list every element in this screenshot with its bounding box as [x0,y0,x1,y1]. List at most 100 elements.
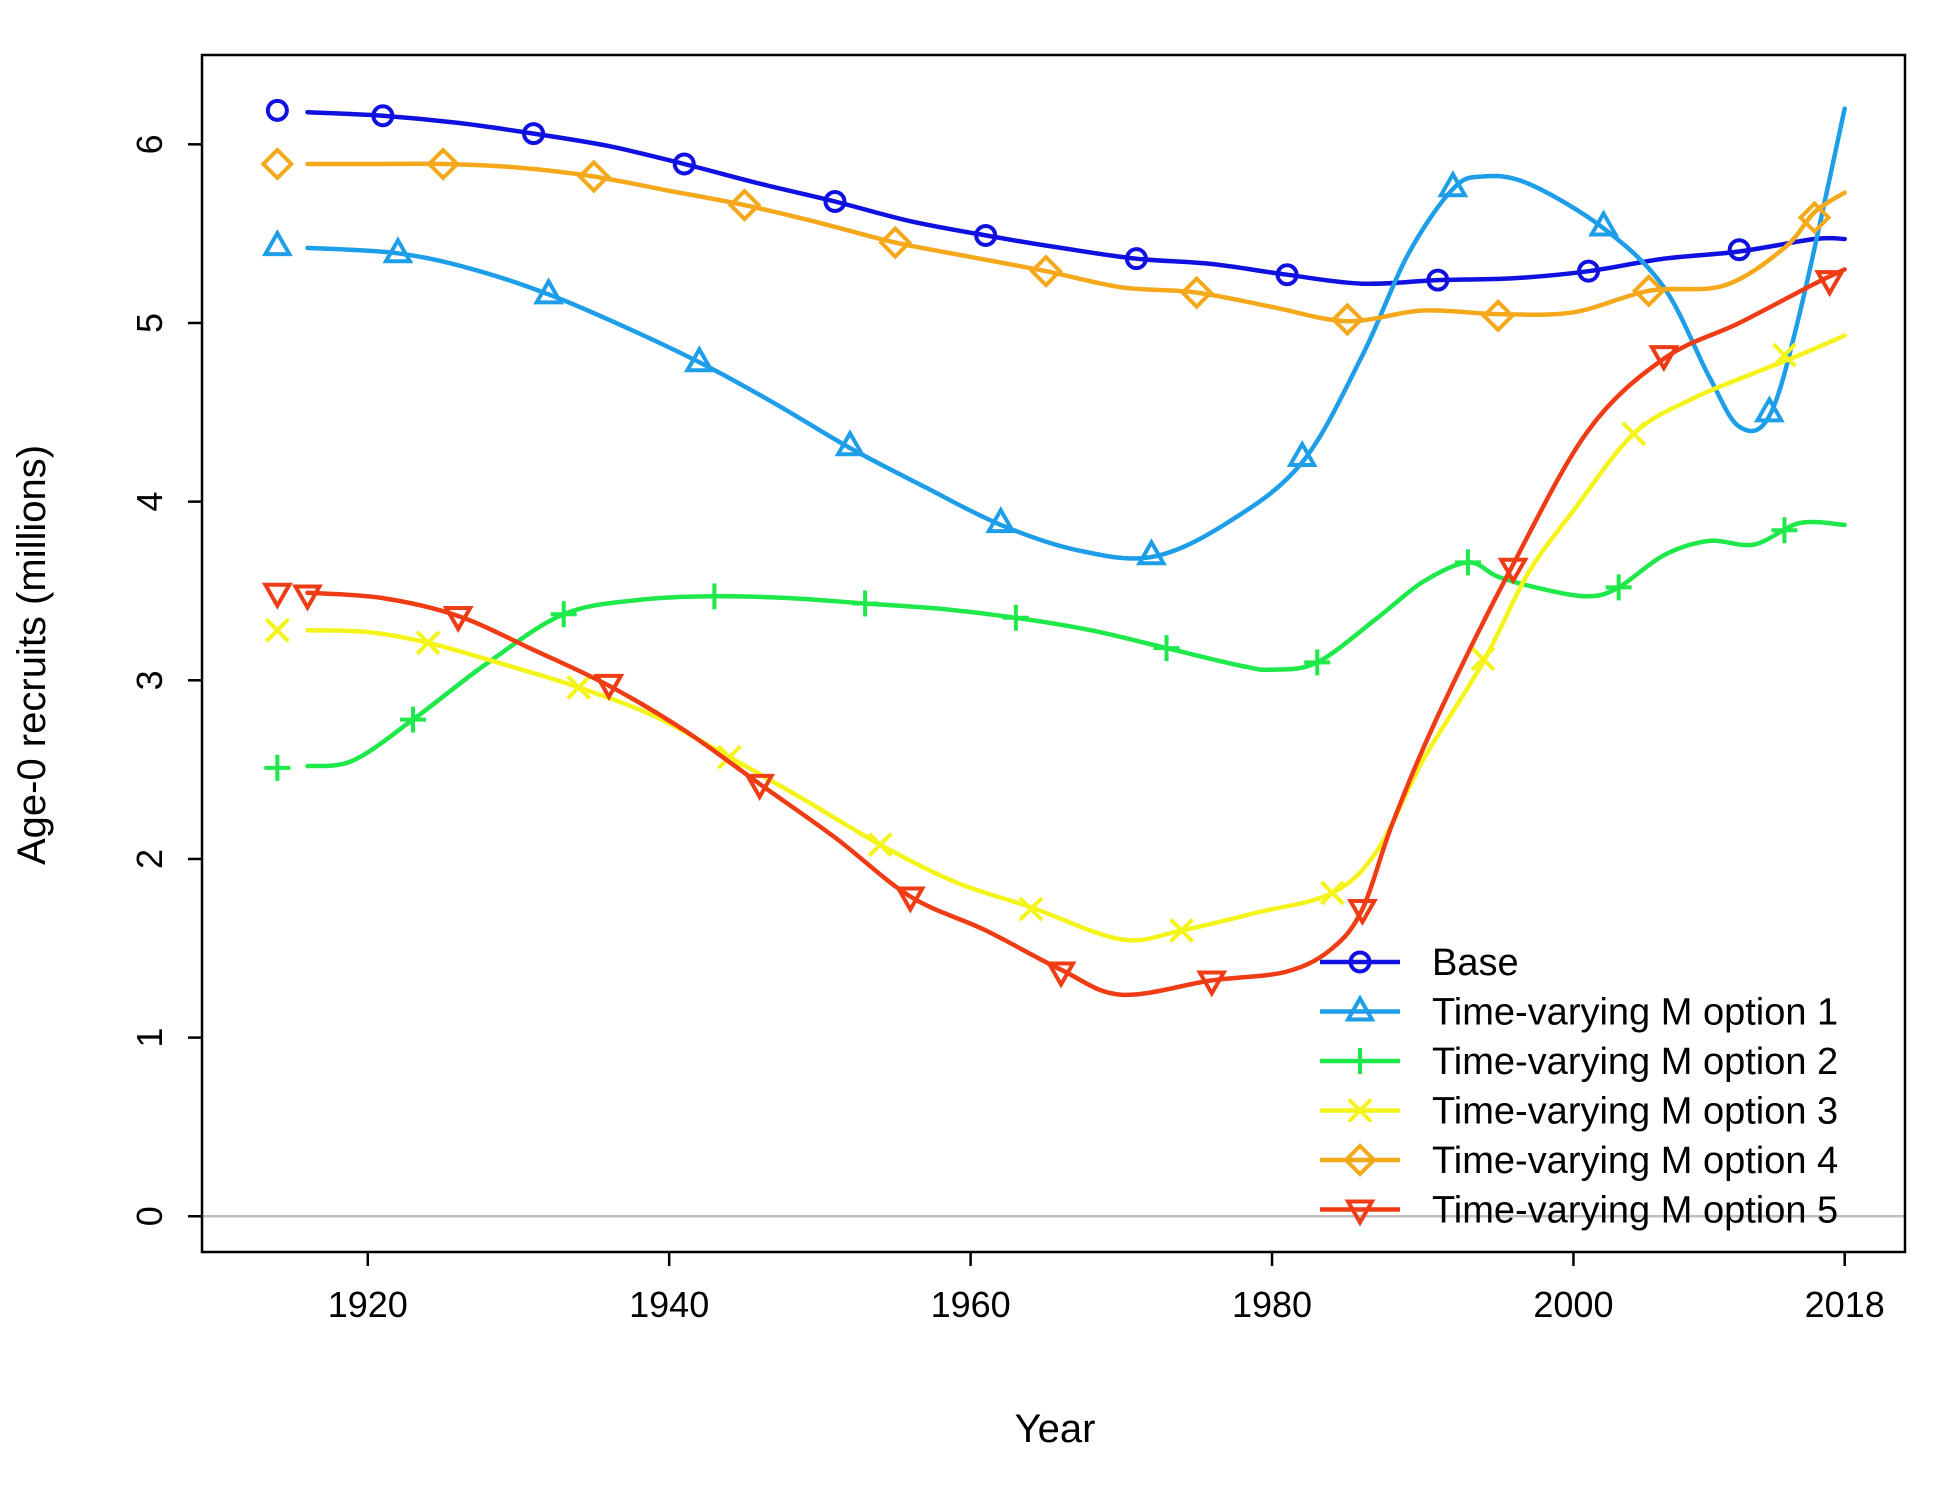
series-1-point [261,229,293,257]
series-0 [265,98,1847,292]
series-2-point [1153,635,1180,662]
series-4-point [426,147,460,181]
series-0-point [1727,238,1751,262]
series-4 [260,147,1847,337]
series-2-line [305,519,1847,769]
series-0-point [1426,268,1450,292]
legend-item-4: Time-varying M option 4 [1320,1140,1838,1182]
series-3-point [264,617,290,643]
series-5-point [292,584,323,612]
series-1-point [1588,209,1620,237]
y-tick-label: 1 [129,1028,170,1048]
legend-marker [1347,1098,1373,1123]
series-5-line [305,267,1847,998]
series-3-point [1621,421,1647,447]
x-tick-label: 1960 [931,1284,1011,1325]
series-5-point [442,605,474,634]
series-2-point [701,583,728,610]
series-1-point [382,236,414,264]
series-4-point [1631,273,1666,308]
series-1-line [305,106,1847,561]
series-4-point [1179,275,1214,310]
x-tick-label: 1940 [629,1284,709,1325]
series-0-point [1275,263,1299,287]
series-1 [261,106,1847,566]
y-tick-label: 5 [129,313,170,333]
y-axis-label: Age-0 recruits (millions) [10,445,54,865]
series-0-point [1577,259,1601,283]
legend-item-2: Time-varying M option 2 [1320,1041,1838,1083]
series-5-point [1045,961,1077,989]
legend-label: Time-varying M option 5 [1432,1190,1838,1232]
legend-label: Time-varying M option 4 [1432,1140,1838,1182]
series-4-point [878,225,913,260]
x-tick-label: 2018 [1805,1284,1885,1325]
y-tick-label: 0 [129,1206,170,1226]
series-5-point [744,773,776,801]
series-1-point [533,277,565,305]
series-5-point [1648,345,1680,373]
y-tick-label: 2 [129,849,170,869]
series-0-point [672,152,696,176]
legend: Base Time-varying M option 1 Time-varying … [1320,942,1838,1232]
series-4-point [1029,254,1063,289]
series-1-point [834,429,866,457]
series-0-point [1124,247,1148,271]
legend-marker [1343,1143,1377,1177]
legend-label: Time-varying M option 2 [1432,1041,1838,1083]
series-2-point [550,601,577,628]
y-tick-label: 6 [129,134,170,154]
series-0-point [371,104,395,128]
legend-label: Base [1432,942,1519,984]
series-1-point [1437,170,1469,198]
x-tick-label: 2000 [1533,1284,1613,1325]
series-5 [261,267,1847,998]
series-0-point [823,189,847,213]
series-3-point [1319,880,1345,906]
series-1-point [1286,439,1318,467]
legend-item-3: Time-varying M option 3 [1320,1091,1838,1133]
legend-marker [1348,950,1372,974]
legend-label: Time-varying M option 3 [1432,1091,1838,1133]
series-2-point [1454,549,1481,576]
y-tick-label: 3 [129,670,170,690]
legend-item-5: Time-varying M option 5 [1320,1190,1838,1232]
plot-frame [200,53,1907,1254]
y-tick-label: 4 [129,492,170,512]
series-5-point [261,582,293,610]
x-tick-label: 1920 [328,1284,408,1325]
legend-marker [1347,1048,1373,1074]
legend-marker [1344,1199,1376,1227]
series-2-point [1002,604,1029,631]
plot-area [202,98,1905,1218]
series-4-point [1481,299,1515,333]
axes: 1920 1940 1960 1980 2000 2018 0 1 2 3 4 5 6 [129,53,1907,1325]
series-2-point [852,590,879,617]
series-4-line [305,161,1847,324]
series-2 [264,517,1847,781]
series-1-point [985,506,1017,534]
series-1-point [1136,538,1167,566]
series-3-point [717,744,742,770]
series-4-point [260,147,295,181]
series-3-point [867,832,893,858]
series-5-point [1497,557,1529,585]
series-4-point [577,159,611,194]
series-3-point [1169,918,1195,943]
x-axis-label: Year [1015,1407,1096,1451]
legend-item-0: Base [1320,942,1519,984]
series-2-point [1771,517,1798,544]
legend-marker [1344,994,1376,1022]
series-3-line [305,333,1847,943]
series-3-point [415,630,441,656]
legend-item-1: Time-varying M option 1 [1320,992,1838,1034]
series-0-point [265,98,289,122]
series-4-point [1330,302,1365,337]
series-3-point [1018,896,1044,922]
series-0-point [974,223,998,247]
series-5-point [1347,898,1378,927]
x-tick-label: 1980 [1232,1284,1312,1325]
series-5-point [1814,270,1846,298]
series-3-point [1772,342,1797,368]
